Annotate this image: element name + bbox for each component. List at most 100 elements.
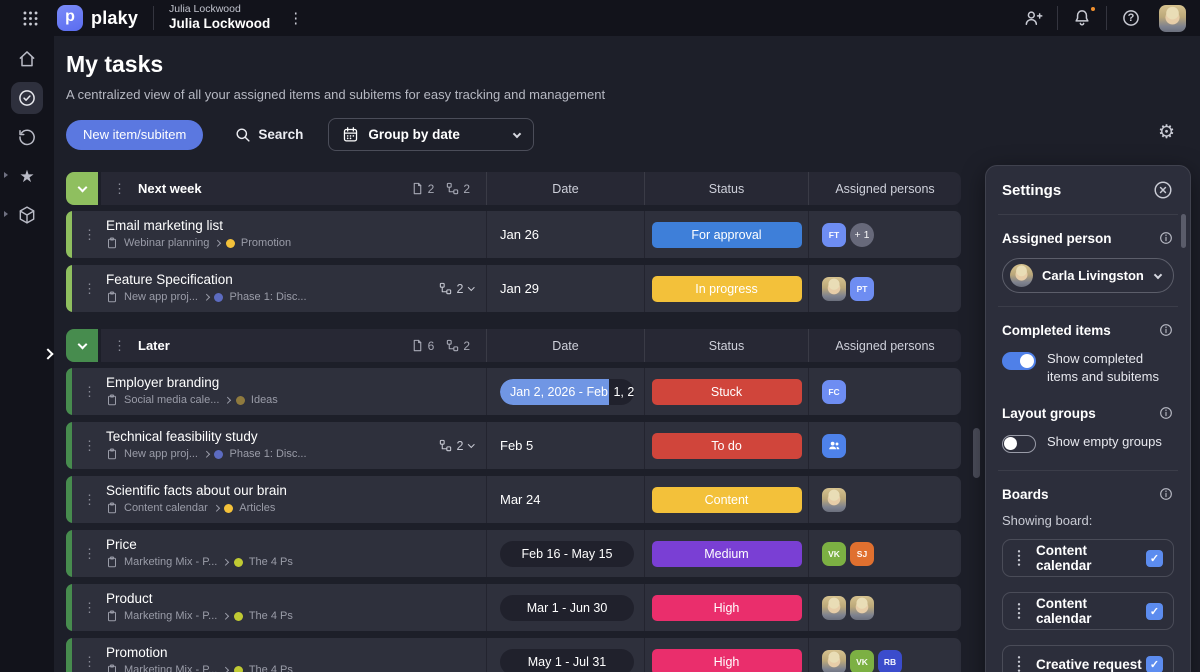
- board-chip[interactable]: Content calendar ✓: [1002, 539, 1174, 578]
- notifications-bell-icon[interactable]: [1062, 5, 1102, 28]
- info-icon[interactable]: [1158, 405, 1174, 421]
- task-row[interactable]: ⋮ Promotion Marketing Mix - P... The 4 Ps Ma…: [66, 638, 961, 672]
- sidebar-expand-icon[interactable]: [42, 348, 54, 360]
- date-range-pill-editing[interactable]: Jan 2, 2026 - Feb 1, 2...: [500, 378, 634, 405]
- initials-avatar[interactable]: VK: [850, 649, 874, 672]
- sidebar-item-recent[interactable]: [11, 121, 43, 153]
- team-avatar-icon[interactable]: [822, 433, 846, 458]
- drag-handle-icon[interactable]: [1013, 654, 1025, 672]
- person-photo-avatar[interactable]: [822, 649, 846, 672]
- task-title[interactable]: Promotion: [106, 645, 168, 660]
- breadcrumb-board[interactable]: Marketing Mix - P...: [124, 556, 218, 568]
- person-photo-avatar[interactable]: [822, 595, 846, 620]
- close-icon[interactable]: [1152, 179, 1174, 201]
- drag-handle-icon[interactable]: ⋮: [83, 545, 96, 561]
- date-cell[interactable]: Mar 1 - Jun 30: [486, 584, 644, 631]
- board-checkbox[interactable]: ✓: [1146, 655, 1163, 672]
- drag-handle-icon[interactable]: ⋮: [83, 599, 96, 615]
- group-collapse-button[interactable]: [66, 172, 98, 205]
- assigned-cell[interactable]: [808, 422, 961, 469]
- task-row[interactable]: ⋮ Scientific facts about our brain Content…: [66, 476, 961, 523]
- group-by-dropdown[interactable]: Group by date: [328, 118, 535, 151]
- group-collapse-button[interactable]: [66, 329, 98, 362]
- drag-handle-icon[interactable]: [1013, 548, 1025, 568]
- initials-avatar[interactable]: PT: [850, 276, 874, 301]
- drag-handle-icon[interactable]: [1013, 601, 1025, 621]
- breadcrumb-board[interactable]: Social media cale...: [124, 394, 220, 406]
- task-row[interactable]: ⋮ Email marketing list Webinar planning Pro…: [66, 211, 961, 258]
- initials-avatar[interactable]: RB: [878, 649, 902, 672]
- date-cell[interactable]: Mar 24: [486, 476, 644, 523]
- status-cell[interactable]: Stuck: [644, 368, 808, 415]
- task-title[interactable]: Price: [106, 537, 137, 552]
- status-cell[interactable]: High: [644, 584, 808, 631]
- breadcrumb-group[interactable]: Promotion: [240, 237, 292, 249]
- status-pill[interactable]: High: [651, 594, 802, 621]
- task-title[interactable]: Technical feasibility study: [106, 429, 258, 444]
- initials-avatar[interactable]: SJ: [850, 541, 874, 566]
- info-icon[interactable]: [1158, 322, 1174, 338]
- task-row[interactable]: ⋮ Employer branding Social media cale... Id…: [66, 368, 961, 415]
- group-title[interactable]: Later: [138, 338, 170, 353]
- breadcrumb-group[interactable]: Ideas: [250, 394, 278, 406]
- task-row[interactable]: ⋮ Price Marketing Mix - P... The 4 Ps Feb 16…: [66, 530, 961, 577]
- date-range-pill[interactable]: Mar 1 - Jun 30: [500, 594, 634, 621]
- sidebar-item-boards[interactable]: [4, 199, 43, 231]
- drag-handle-icon[interactable]: ⋮: [83, 653, 96, 669]
- completed-items-toggle[interactable]: [1002, 352, 1036, 370]
- help-icon[interactable]: ?: [1111, 8, 1151, 28]
- sidebar-item-home[interactable]: [11, 43, 43, 75]
- status-pill[interactable]: High: [651, 648, 802, 672]
- person-photo-avatar[interactable]: [822, 276, 846, 301]
- status-pill[interactable]: Stuck: [651, 378, 802, 405]
- task-row[interactable]: ⋮ Technical feasibility study New app proj…: [66, 422, 961, 469]
- board-chip[interactable]: Content calendar ✓: [1002, 592, 1174, 631]
- breadcrumb-group[interactable]: Phase 1: Disc...: [229, 291, 307, 303]
- date-cell[interactable]: Jan 2, 2026 - Feb 1, 2...: [486, 368, 644, 415]
- initials-avatar[interactable]: VK: [822, 541, 846, 566]
- workspace-menu-icon[interactable]: ⋮: [288, 10, 304, 27]
- status-pill[interactable]: In progress: [651, 275, 802, 302]
- assigned-cell[interactable]: VK RB: [808, 638, 961, 672]
- plaky-logo-icon[interactable]: p: [57, 5, 83, 31]
- status-cell[interactable]: Content: [644, 476, 808, 523]
- sidebar-item-my-tasks[interactable]: [11, 82, 43, 114]
- group-title[interactable]: Next week: [138, 181, 202, 196]
- board-checkbox[interactable]: ✓: [1146, 549, 1163, 567]
- status-cell[interactable]: High: [644, 638, 808, 672]
- drag-handle-icon[interactable]: ⋮: [83, 437, 96, 453]
- board-chip[interactable]: Creative request ✓: [1002, 645, 1174, 672]
- apps-grid-icon[interactable]: [21, 9, 40, 28]
- task-title[interactable]: Employer branding: [106, 375, 220, 390]
- breadcrumb-board[interactable]: Marketing Mix - P...: [124, 610, 218, 622]
- task-row[interactable]: ⋮ Feature Specification New app proj... Pha…: [66, 265, 961, 312]
- initials-avatar[interactable]: FT: [822, 222, 846, 247]
- workspace-switcher[interactable]: Julia Lockwood Julia Lockwood: [169, 3, 270, 33]
- breadcrumb-group[interactable]: Phase 1: Disc...: [229, 448, 307, 460]
- breadcrumb-board[interactable]: New app proj...: [124, 291, 198, 303]
- breadcrumb-board[interactable]: Content calendar: [124, 502, 208, 514]
- status-cell[interactable]: Medium: [644, 530, 808, 577]
- initials-avatar[interactable]: FC: [822, 379, 846, 404]
- task-title[interactable]: Product: [106, 591, 153, 606]
- drag-handle-icon[interactable]: ⋮: [113, 337, 126, 353]
- breadcrumb-group[interactable]: Articles: [239, 502, 276, 514]
- status-pill[interactable]: Content: [651, 486, 802, 513]
- status-cell[interactable]: To do: [644, 422, 808, 469]
- more-people-badge[interactable]: + 1: [850, 222, 874, 247]
- subitems-toggle[interactable]: 2: [439, 282, 474, 296]
- person-photo-avatar[interactable]: [822, 487, 846, 512]
- breadcrumb-board[interactable]: Webinar planning: [124, 237, 210, 249]
- drag-handle-icon[interactable]: ⋮: [83, 226, 96, 242]
- status-cell[interactable]: In progress: [644, 265, 808, 312]
- breadcrumb-board[interactable]: Marketing Mix - P...: [124, 664, 218, 672]
- status-pill[interactable]: Medium: [651, 540, 802, 567]
- person-photo-avatar[interactable]: [850, 595, 874, 620]
- assigned-cell[interactable]: FT + 1: [808, 211, 961, 258]
- date-cell[interactable]: Feb 16 - May 15: [486, 530, 644, 577]
- task-title[interactable]: Email marketing list: [106, 218, 224, 233]
- new-item-button[interactable]: New item/subitem: [66, 119, 204, 150]
- assigned-person-dropdown[interactable]: Carla Livingston: [1002, 258, 1174, 293]
- breadcrumb-board[interactable]: New app proj...: [124, 448, 198, 460]
- drag-handle-icon[interactable]: ⋮: [83, 280, 96, 296]
